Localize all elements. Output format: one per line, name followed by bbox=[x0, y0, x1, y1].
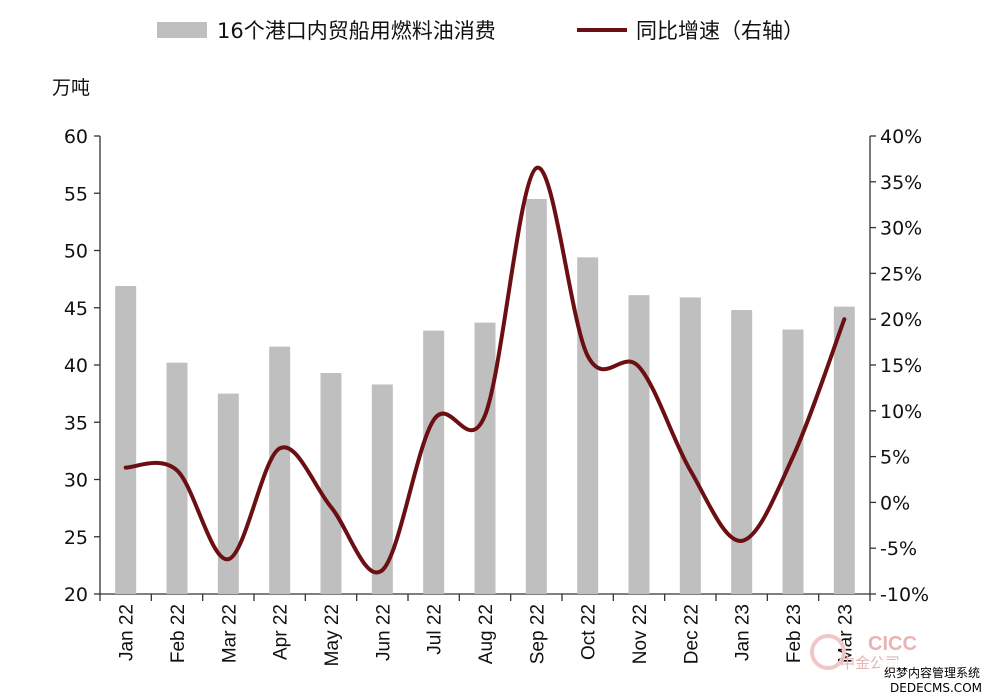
bar bbox=[320, 373, 342, 594]
right-tick-label: 25% bbox=[880, 263, 922, 285]
x-tick-label: Mar 23 bbox=[835, 604, 856, 663]
bar bbox=[115, 285, 137, 594]
left-tick-label: 35 bbox=[64, 412, 88, 434]
x-tick-label: May 22 bbox=[322, 604, 343, 666]
watermark-logo-icon bbox=[810, 634, 846, 670]
bar bbox=[577, 257, 599, 594]
left-tick-label: 20 bbox=[64, 584, 88, 606]
bar bbox=[474, 322, 496, 594]
bar bbox=[166, 362, 188, 594]
x-tick-label: Dec 22 bbox=[681, 604, 702, 664]
bar bbox=[833, 306, 855, 594]
watermark: CICC 中金公司 织梦内容管理系统 DEDECMS.COM bbox=[810, 633, 990, 696]
right-ticks: -10% -5% 0% 5% 10% 15% 20% 25% 30% 35% 40% bbox=[870, 126, 929, 606]
right-tick-label: 20% bbox=[880, 309, 922, 331]
left-tick-label: 40 bbox=[64, 355, 88, 377]
bar bbox=[269, 346, 291, 594]
yoy-line bbox=[123, 166, 847, 575]
left-tick-label: 50 bbox=[64, 241, 88, 263]
x-tick-label: Aug 22 bbox=[476, 604, 497, 664]
x-tick-label: Apr 22 bbox=[271, 604, 292, 660]
right-tick-label: 5% bbox=[880, 447, 910, 469]
left-tick-label: 60 bbox=[64, 126, 88, 148]
x-tick-label: Jun 22 bbox=[373, 604, 394, 661]
right-tick-label: -10% bbox=[880, 584, 929, 606]
x-tick-label: Sep 22 bbox=[527, 604, 548, 664]
right-tick-label: 15% bbox=[880, 355, 922, 377]
left-tick-label: 30 bbox=[64, 470, 88, 492]
x-tick-label: Jan 23 bbox=[733, 604, 754, 661]
bar bbox=[731, 310, 753, 594]
x-tick-label: Feb 22 bbox=[168, 604, 189, 663]
legend-line-label: 同比增速（右轴） bbox=[636, 19, 804, 43]
right-tick-label: 30% bbox=[880, 218, 922, 240]
right-tick-label: 0% bbox=[880, 492, 910, 514]
watermark-brand: CICC bbox=[868, 633, 917, 655]
bar bbox=[679, 297, 701, 594]
x-tick-label: Jan 22 bbox=[117, 604, 138, 661]
legend-bar-swatch bbox=[157, 22, 207, 38]
x-tick-label: Jul 22 bbox=[425, 604, 446, 655]
right-tick-label: 10% bbox=[880, 401, 922, 423]
x-ticks: Jan 22 Feb 22 Mar 22 Apr 22 May 22 Jun 22 Jul … bbox=[99, 594, 871, 666]
bar bbox=[423, 330, 445, 594]
legend: 16个港口内贸船用燃料油消费 同比增速（右轴） bbox=[157, 19, 804, 43]
x-tick-label: Mar 22 bbox=[219, 604, 240, 663]
bar bbox=[525, 198, 547, 594]
left-ticks: 20 25 30 35 40 45 50 55 60 bbox=[64, 126, 100, 606]
watermark-site-bg bbox=[880, 660, 990, 696]
watermark-site-cn: 织梦内容管理系统 bbox=[884, 665, 980, 680]
watermark-site-url: DEDECMS.COM bbox=[890, 681, 982, 695]
right-tick-label: -5% bbox=[880, 538, 917, 560]
right-tick-label: 35% bbox=[880, 172, 922, 194]
left-tick-label: 45 bbox=[64, 298, 88, 320]
bar bbox=[371, 384, 393, 594]
left-tick-label: 25 bbox=[64, 527, 88, 549]
x-tick-label: Oct 22 bbox=[579, 604, 600, 660]
bar bbox=[628, 295, 650, 594]
x-tick-label: Feb 23 bbox=[784, 604, 805, 663]
legend-bar-label: 16个港口内贸船用燃料油消费 bbox=[217, 19, 496, 43]
bar bbox=[217, 393, 239, 594]
left-tick-label: 55 bbox=[64, 183, 88, 205]
bar bbox=[782, 329, 804, 594]
left-axis-label: 万吨 bbox=[52, 77, 90, 99]
right-tick-label: 40% bbox=[880, 126, 922, 148]
x-tick-label: Nov 22 bbox=[630, 604, 651, 664]
bars bbox=[115, 198, 855, 594]
